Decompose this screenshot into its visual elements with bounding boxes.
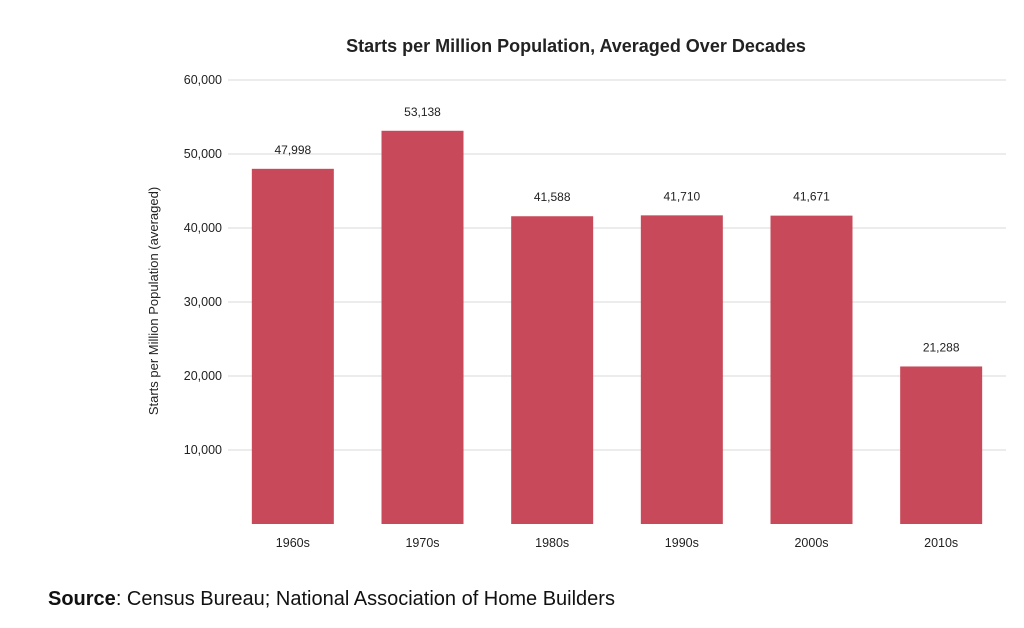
x-tick-label: 2010s [924, 536, 958, 550]
data-label: 53,138 [404, 105, 441, 119]
data-label: 41,671 [793, 190, 830, 204]
source-note: Source: Census Bureau; National Associat… [48, 588, 615, 611]
data-label: 41,588 [534, 190, 571, 204]
x-tick-label: 1960s [276, 536, 310, 550]
data-labels: 47,998 53,138 41,588 41,710 41,671 21,288 [274, 105, 959, 355]
data-label: 41,710 [663, 189, 700, 203]
x-tick-label: 1990s [665, 536, 699, 550]
x-tick-label: 2000s [794, 536, 828, 550]
chart: Starts per Million Population, Averaged … [146, 36, 1006, 550]
chart-title: Starts per Million Population, Averaged … [346, 36, 806, 56]
data-label: 47,998 [274, 143, 311, 157]
y-tick-label: 60,000 [184, 73, 222, 87]
x-tick-label: 1980s [535, 536, 569, 550]
x-tick-label: 1970s [405, 536, 439, 550]
y-tick-label: 50,000 [184, 147, 222, 161]
source-label: Source [48, 588, 116, 610]
bar [770, 215, 853, 525]
bar [381, 130, 464, 524]
bar-chart: Starts per Million Population, Averaged … [146, 36, 1006, 550]
bar [511, 216, 594, 525]
gridlines [228, 79, 1006, 451]
bars [251, 130, 983, 525]
bar [640, 215, 723, 524]
y-axis-label: Starts per Million Population (averaged) [146, 187, 161, 415]
source-text: : Census Bureau; National Association of… [115, 588, 615, 610]
y-tick-label: 40,000 [184, 221, 222, 235]
y-tick-label: 10,000 [184, 443, 222, 457]
y-tick-label: 20,000 [184, 369, 222, 383]
x-axis-ticks: 1960s 1970s 1980s 1990s 2000s 2010s [276, 536, 958, 550]
data-label: 21,288 [923, 340, 960, 354]
y-axis-ticks: 10,000 20,000 30,000 40,000 50,000 60,000 [184, 73, 222, 457]
bar [900, 366, 983, 524]
y-tick-label: 30,000 [184, 295, 222, 309]
bar [251, 168, 334, 524]
